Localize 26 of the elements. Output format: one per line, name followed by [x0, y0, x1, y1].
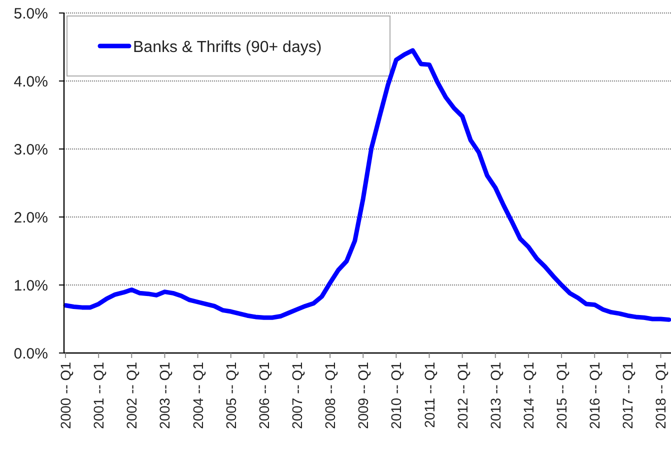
x-tick-label: 2007 -- Q1: [288, 362, 305, 429]
x-tick-label: 2001 -- Q1: [90, 362, 107, 429]
x-tick-label: 2004 -- Q1: [190, 362, 206, 429]
x-tick-label: 2008 -- Q1: [322, 362, 338, 429]
x-tick-label: 2000 -- Q1: [58, 362, 74, 429]
x-tick-label: 2012 -- Q1: [454, 362, 470, 429]
x-tick-label: 2005 -- Q1: [222, 362, 239, 429]
x-tick-label: 2016 -- Q1: [586, 362, 603, 429]
x-tick-label: 2017 -- Q1: [620, 362, 636, 429]
x-tick-label: 2006 -- Q1: [256, 362, 272, 429]
y-tick-label: 4.0%: [14, 73, 48, 90]
x-tick-label: 2013 -- Q1: [487, 362, 504, 429]
x-tick-label: 2015 -- Q1: [554, 362, 570, 429]
x-tick-label: 2003 -- Q1: [156, 362, 173, 429]
y-tick-label: 1.0%: [14, 277, 48, 294]
x-tick-label: 2018 -- Q1: [652, 362, 669, 429]
y-tick-label: 5.0%: [14, 5, 48, 22]
y-tick-label: 0.0%: [14, 345, 48, 362]
x-tick-label: 2009 -- Q1: [355, 362, 372, 429]
legend-label: Banks & Thrifts (90+ days): [133, 39, 322, 56]
x-tick-label: 2002 -- Q1: [124, 362, 140, 429]
y-tick-label: 3.0%: [14, 141, 48, 158]
y-tick-label: 2.0%: [14, 209, 48, 226]
x-tick-label: 2014 -- Q1: [520, 362, 536, 429]
x-tick-label: 2011 -- Q1: [421, 362, 438, 428]
x-tick-label: 2010 -- Q1: [388, 362, 404, 429]
